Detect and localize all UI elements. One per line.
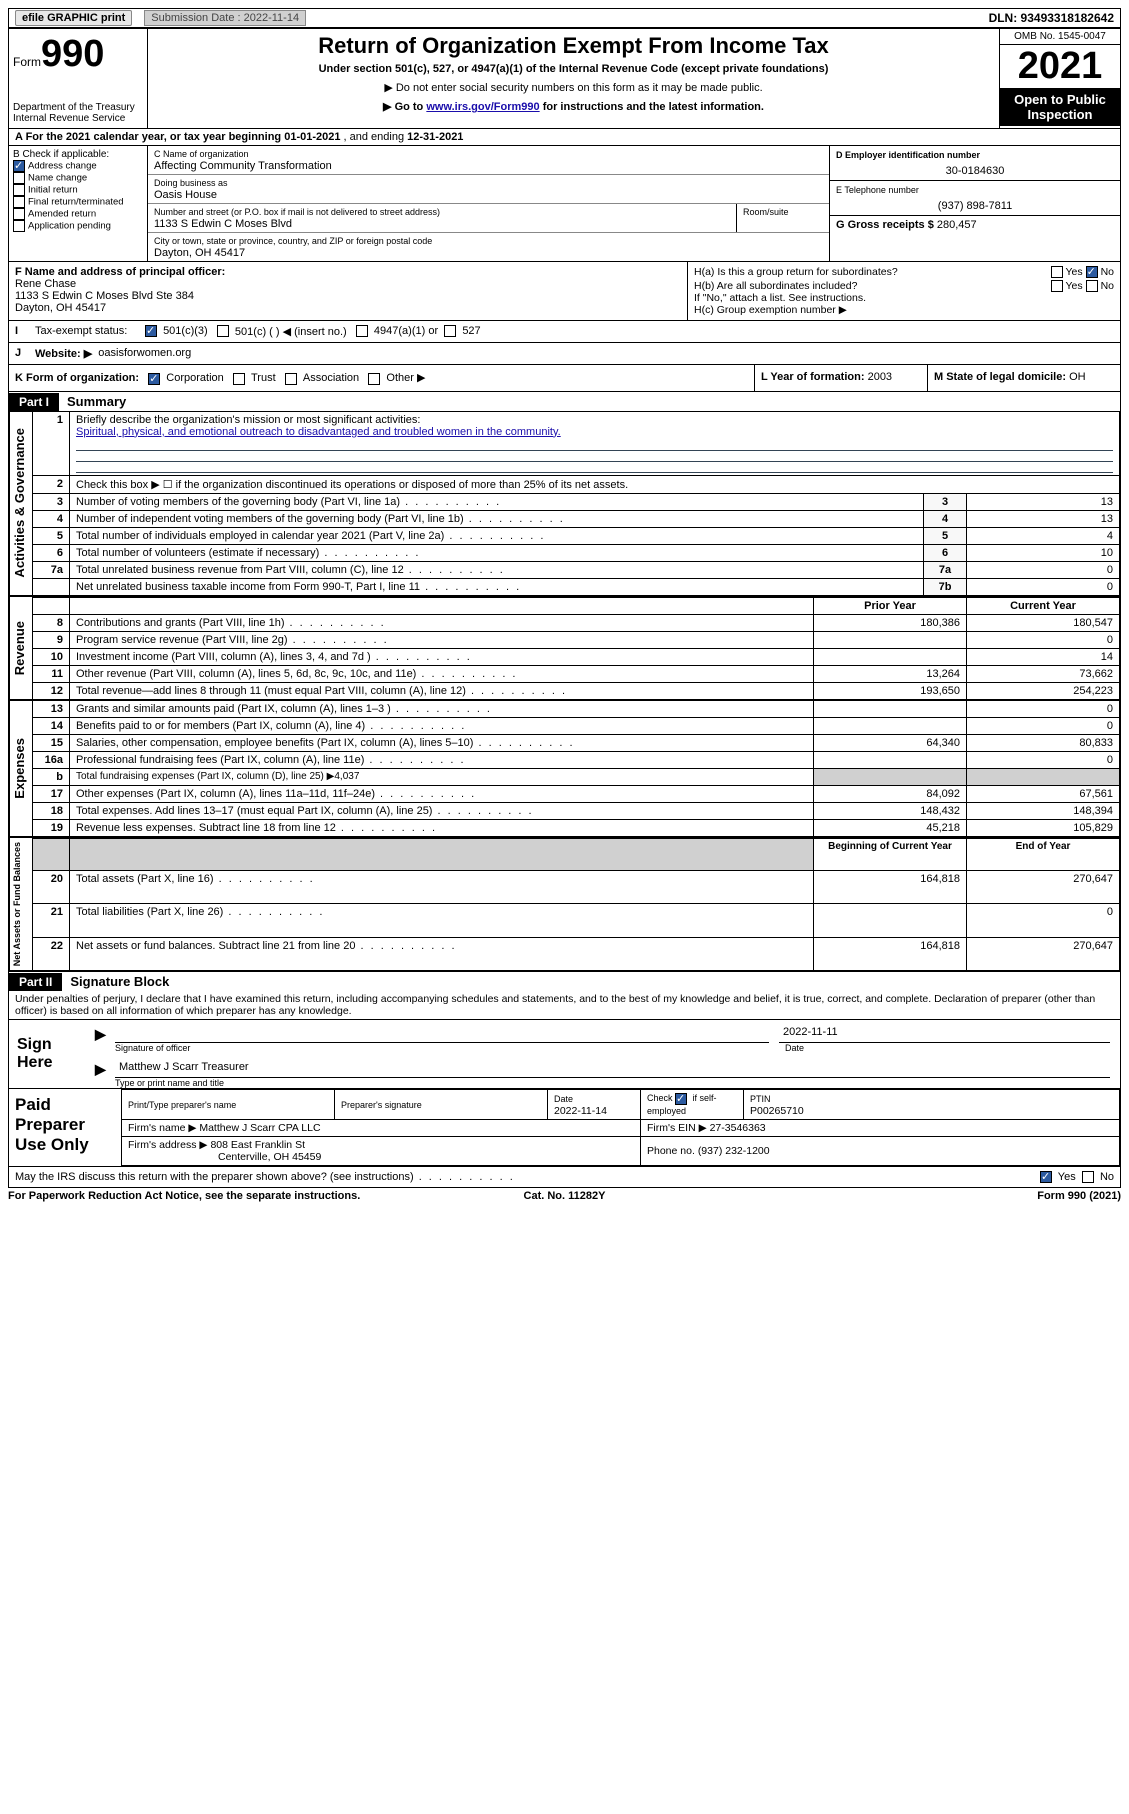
irs-label: Internal Revenue Service <box>13 113 143 124</box>
top-bar: efile GRAPHIC print Submission Date : 20… <box>8 8 1121 28</box>
part1-header: Part ISummary <box>9 391 1120 411</box>
ssn-note: ▶ Do not enter social security numbers o… <box>156 81 991 94</box>
col-b-checkboxes: B Check if applicable: Address change Na… <box>9 146 148 261</box>
website: oasisforwomen.org <box>98 347 191 360</box>
form-subtitle: Under section 501(c), 527, or 4947(a)(1)… <box>156 63 991 75</box>
chk-501c3[interactable] <box>145 325 157 337</box>
revenue-table: Revenue Prior Year Current Year8Contribu… <box>9 596 1120 700</box>
goto-note: ▶ Go to www.irs.gov/Form990 for instruct… <box>156 100 991 113</box>
col-h: H(a) Is this a group return for subordin… <box>688 262 1120 320</box>
form-number: Form990 <box>13 33 143 76</box>
org-name: Affecting Community Transformation <box>154 160 332 172</box>
paid-preparer-block: Paid Preparer Use Only Print/Type prepar… <box>9 1088 1120 1166</box>
netassets-table: Net Assets or Fund Balances Beginning of… <box>9 837 1120 972</box>
ein: 30-0184630 <box>836 165 1114 177</box>
row-a: A For the 2021 calendar year, or tax yea… <box>9 129 1120 146</box>
row-j: JWebsite: ▶ oasisforwomen.org <box>9 342 1120 364</box>
chk-final-return[interactable]: Final return/terminated <box>13 196 143 208</box>
dba-name: Oasis House <box>154 189 217 201</box>
col-f: F Name and address of principal officer:… <box>9 262 688 320</box>
efile-button[interactable]: efile GRAPHIC print <box>15 10 132 26</box>
summary-table: Activities & Governance 1Briefly describ… <box>9 411 1120 596</box>
omb-number: OMB No. 1545-0047 <box>1000 29 1120 45</box>
street: 1133 S Edwin C Moses Blvd <box>154 218 292 230</box>
col-c-org-info: C Name of organizationAffecting Communit… <box>148 146 829 261</box>
chk-name-change[interactable]: Name change <box>13 172 143 184</box>
part2-header: Part IISignature Block <box>9 971 1120 991</box>
chk-initial-return[interactable]: Initial return <box>13 184 143 196</box>
tax-year: 2021 <box>1000 45 1120 88</box>
open-public: Open to Public Inspection <box>1000 88 1120 126</box>
row-i: ITax-exempt status: 501(c)(3) 501(c) ( )… <box>9 320 1120 342</box>
chk-address-change[interactable]: Address change <box>13 160 143 172</box>
perjury-statement: Under penalties of perjury, I declare th… <box>9 991 1120 1019</box>
telephone: (937) 898-7811 <box>836 200 1114 212</box>
submission-date: Submission Date : 2022-11-14 <box>144 10 306 26</box>
dln: DLN: 93493318182642 <box>983 9 1120 27</box>
irs-link[interactable]: www.irs.gov/Form990 <box>426 101 539 113</box>
chk-amended[interactable]: Amended return <box>13 208 143 220</box>
city-state: Dayton, OH 45417 <box>154 247 245 259</box>
form-container: Form990 Department of the Treasury Inter… <box>8 28 1121 1188</box>
row-klm: K Form of organization: Corporation Trus… <box>9 364 1120 390</box>
expenses-table: Expenses13Grants and similar amounts pai… <box>9 700 1120 837</box>
gross-receipts: 280,457 <box>937 219 977 231</box>
col-d-e-g: D Employer identification number30-01846… <box>829 146 1120 261</box>
form-title: Return of Organization Exempt From Incom… <box>156 33 991 59</box>
sign-here-block: Sign Here ▶ 2022-11-11 Signature of offi… <box>9 1019 1120 1088</box>
page-footer: For Paperwork Reduction Act Notice, see … <box>8 1188 1121 1202</box>
dept-treasury: Department of the Treasury <box>13 102 143 113</box>
form-header: Form990 Department of the Treasury Inter… <box>9 29 1120 129</box>
may-irs-discuss: May the IRS discuss this return with the… <box>9 1166 1120 1187</box>
chk-app-pending[interactable]: Application pending <box>13 220 143 232</box>
